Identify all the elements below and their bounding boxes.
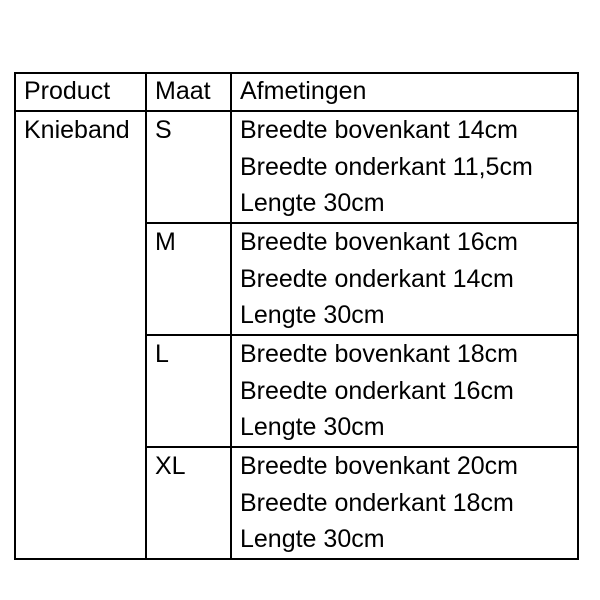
size-cell-l: L xyxy=(145,334,232,448)
dimension-line: Breedte bovenkant 16cm xyxy=(240,228,518,256)
dimension-line: Breedte onderkant 11,5cm xyxy=(240,152,533,181)
dimension-line: Lengte 30cm xyxy=(240,189,385,218)
dimension-line: Breedte bovenkant 18cm xyxy=(240,340,518,368)
dimension-line: Breedte onderkant 16cm xyxy=(240,376,514,405)
table-row-size-l: L Breedte bovenkant 18cm Breedte onderka… xyxy=(15,334,579,448)
column-header-maat: Maat xyxy=(145,72,232,112)
table-header-row: Product Maat Afmetingen xyxy=(14,72,579,112)
column-header-afmetingen: Afmetingen xyxy=(230,72,579,112)
size-cell-s: S xyxy=(145,110,232,224)
product-size-table: Product Maat Afmetingen Knieband S Breed… xyxy=(14,72,579,560)
dimension-line: Breedte onderkant 14cm xyxy=(240,264,514,293)
dimension-line: Breedte onderkant 18cm xyxy=(240,488,514,517)
size-cell-xl: XL xyxy=(145,446,232,560)
dimensions-cell-m: Breedte bovenkant 16cm Breedte onderkant… xyxy=(230,222,579,336)
table-row-size-s: Knieband S Breedte bovenkant 14cm Breedt… xyxy=(14,110,579,560)
dimensions-cell-xl: Breedte bovenkant 20cm Breedte onderkant… xyxy=(230,446,579,560)
column-header-product: Product xyxy=(14,72,147,112)
table-row-size-m: M Breedte bovenkant 16cm Breedte onderka… xyxy=(15,222,579,336)
dimension-line: Lengte 30cm xyxy=(240,413,385,442)
table-row-size-xl: XL Breedte bovenkant 20cm Breedte onderk… xyxy=(15,446,579,560)
size-cell-m: M xyxy=(145,222,232,336)
dimension-line: Lengte 30cm xyxy=(240,301,385,330)
dimension-line: Lengte 30cm xyxy=(240,525,385,554)
dimension-line: Breedte bovenkant 20cm xyxy=(240,452,518,480)
dimension-line: Breedte bovenkant 14cm xyxy=(240,116,518,144)
dimensions-cell-l: Breedte bovenkant 18cm Breedte onderkant… xyxy=(230,334,579,448)
dimensions-cell-s: Breedte bovenkant 14cm Breedte onderkant… xyxy=(230,110,579,224)
product-name-cell: Knieband xyxy=(14,110,147,560)
